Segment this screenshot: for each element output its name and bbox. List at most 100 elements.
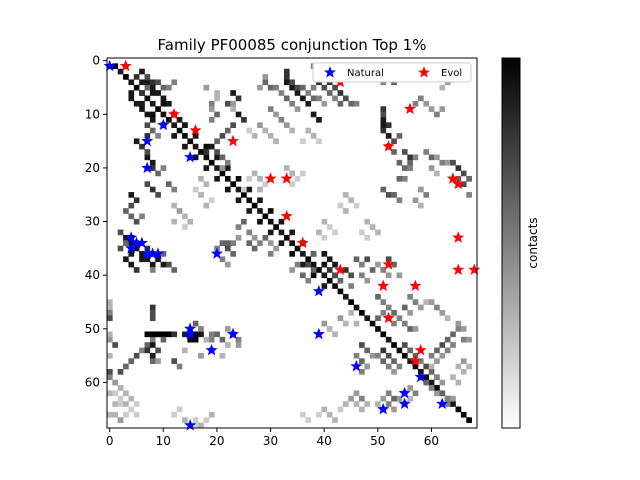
x-tick-label: 20 xyxy=(209,434,224,448)
heatmap-cell xyxy=(107,390,113,397)
heatmap-cell xyxy=(160,95,167,102)
heatmap-cell xyxy=(144,111,151,118)
heatmap-cell xyxy=(460,181,467,187)
heatmap-cell xyxy=(246,186,253,193)
heatmap-cell xyxy=(401,175,408,182)
star-marker-natural xyxy=(125,231,138,243)
heatmap-cell xyxy=(155,90,161,96)
heatmap-cell xyxy=(230,106,236,112)
colorbar-label: contacts xyxy=(526,217,540,268)
heatmap-cell xyxy=(246,127,253,134)
heatmap-cell xyxy=(321,251,328,257)
heatmap-cell xyxy=(133,352,140,359)
heatmap-cell xyxy=(380,122,387,129)
star-marker-evol xyxy=(452,231,465,243)
heatmap-cell xyxy=(364,256,371,263)
heatmap-cell xyxy=(434,347,440,354)
heatmap-cell xyxy=(251,170,258,177)
heatmap-cell xyxy=(107,336,113,343)
heatmap-cell xyxy=(198,192,204,198)
heatmap-cell xyxy=(171,331,178,338)
heatmap-cell xyxy=(289,79,295,86)
heatmap-cell xyxy=(224,100,231,107)
heatmap-cell xyxy=(348,197,354,204)
heatmap-cell xyxy=(428,352,435,359)
heatmap-cell xyxy=(434,111,440,118)
heatmap-cell xyxy=(460,170,467,177)
heatmap-cell xyxy=(294,175,301,182)
heatmap-cell xyxy=(353,390,360,397)
heatmap-cell xyxy=(450,159,456,166)
heatmap-cell xyxy=(353,304,360,311)
heatmap-cell xyxy=(353,100,360,107)
heatmap-cell xyxy=(380,116,387,123)
heatmap-cell xyxy=(224,245,231,252)
heatmap-cell xyxy=(155,331,161,338)
heatmap-cell xyxy=(262,79,269,86)
y-tick-label: 20 xyxy=(85,161,100,175)
heatmap-cell xyxy=(439,159,446,166)
heatmap-cell xyxy=(149,336,156,343)
heatmap-cell xyxy=(316,267,322,273)
heatmap-cell xyxy=(396,133,403,139)
heatmap-cell xyxy=(439,106,446,112)
heatmap-cell xyxy=(423,149,430,155)
heatmap-cell xyxy=(359,342,365,348)
star-marker-natural xyxy=(184,150,197,163)
heatmap-cell xyxy=(203,143,210,150)
heatmap-cell xyxy=(224,186,231,193)
heatmap-cell xyxy=(423,100,430,107)
heatmap-cell xyxy=(267,240,274,246)
heatmap-cell xyxy=(230,122,236,129)
heatmap-cell xyxy=(300,170,306,177)
heatmap-cell xyxy=(160,336,167,343)
heatmap-cell xyxy=(107,304,113,311)
heatmap-cell xyxy=(332,272,338,279)
heatmap-cell xyxy=(332,95,338,102)
heatmap-cell xyxy=(219,336,226,343)
heatmap-cell xyxy=(348,310,354,316)
heatmap-cell xyxy=(198,326,204,332)
heatmap-cell xyxy=(182,417,188,423)
heatmap-cell xyxy=(412,390,419,397)
heatmap-cell xyxy=(348,283,354,289)
heatmap-cell xyxy=(149,186,156,193)
heatmap-cell xyxy=(123,234,129,241)
heatmap-cell xyxy=(434,170,440,177)
heatmap-cell xyxy=(418,186,424,193)
colorbar xyxy=(501,57,521,429)
heatmap-cell xyxy=(235,336,242,343)
star-marker-evol xyxy=(403,102,417,115)
heatmap-cell xyxy=(144,74,151,80)
heatmap-cell xyxy=(257,122,263,129)
heatmap-cell xyxy=(273,138,279,145)
x-axis: 0 10 20 30 40 50 60 xyxy=(106,428,439,448)
heatmap-cell xyxy=(133,401,140,407)
heatmap-cell xyxy=(444,336,451,343)
heatmap-cell xyxy=(455,165,462,171)
heatmap-cell xyxy=(155,133,161,139)
heatmap-cell xyxy=(171,411,178,418)
heatmap-cell xyxy=(155,256,161,263)
plot-frame xyxy=(106,57,478,429)
heatmap-cell xyxy=(342,208,349,214)
heatmap-cell xyxy=(139,251,145,257)
heatmap-cell xyxy=(444,395,451,402)
heatmap-cell xyxy=(342,192,349,198)
heatmap-cell xyxy=(224,159,231,166)
heatmap-cell xyxy=(203,417,210,423)
heatmap-cell xyxy=(294,84,301,91)
heatmap-cell xyxy=(117,385,124,391)
heatmap-cell xyxy=(407,293,413,300)
heatmap-cell xyxy=(128,395,135,402)
heatmap-cell xyxy=(208,143,215,150)
heatmap-cell xyxy=(235,224,242,230)
heatmap-cell xyxy=(257,197,263,204)
heatmap-cell xyxy=(117,229,124,236)
heatmap-cell xyxy=(460,411,467,418)
heatmap-cell xyxy=(294,106,301,112)
heatmap-cell xyxy=(182,224,188,230)
heatmap-cell xyxy=(182,331,188,338)
heatmap-cell xyxy=(332,84,338,91)
heatmap-cell xyxy=(434,390,440,397)
